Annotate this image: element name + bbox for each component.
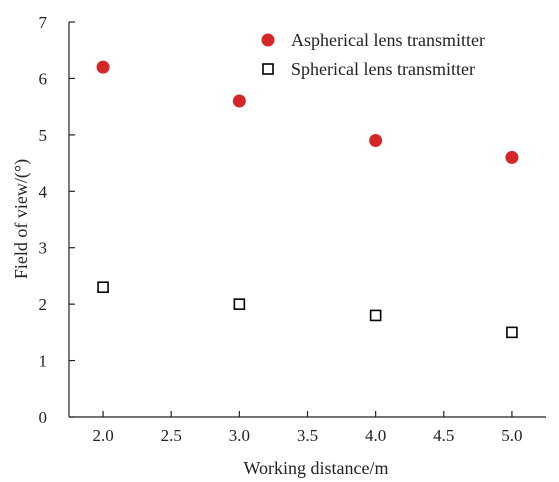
y-tick-label: 6: [39, 69, 48, 88]
y-tick-label: 3: [39, 239, 48, 258]
x-tick-label: 3.0: [229, 426, 250, 445]
y-tick-label: 0: [39, 408, 48, 427]
legend-marker-spherical: [262, 63, 274, 75]
legend-label: Spherical lens transmitter: [291, 59, 475, 79]
x-axis-title: Working distance/m: [243, 458, 388, 478]
legend-label: Aspherical lens transmitter: [291, 30, 485, 50]
axes: [68, 22, 546, 418]
data-point-aspherical: [505, 150, 519, 164]
data-point-spherical: [369, 309, 382, 322]
x-tick-label: 3.5: [297, 426, 318, 445]
x-tick-label: 4.0: [365, 426, 386, 445]
data-point-spherical: [506, 326, 518, 339]
data-points: [96, 60, 519, 339]
x-tick-label: 2.0: [92, 426, 113, 445]
data-point-aspherical: [232, 94, 246, 108]
tick-marks: [69, 21, 513, 418]
y-tick-label: 5: [39, 126, 48, 145]
data-point-spherical: [97, 281, 109, 294]
y-tick-label: 1: [39, 352, 48, 371]
data-point-aspherical: [96, 60, 110, 74]
legend-marker-aspherical: [261, 33, 275, 47]
legend: Aspherical lens transmitter Spherical len…: [261, 30, 485, 79]
y-axis-title: Field of view/(°): [11, 159, 32, 279]
data-point-spherical: [233, 298, 246, 310]
x-tick-label: 5.0: [501, 426, 522, 445]
tick-labels: 0 1 2 3 4 5 6 7 2.0 2.5 3.0 3.5 4.0 4.5 5.0: [39, 13, 523, 445]
y-tick-label: 4: [39, 182, 48, 201]
x-tick-label: 4.5: [433, 426, 454, 445]
y-tick-label: 2: [39, 295, 48, 314]
data-point-aspherical: [369, 134, 383, 147]
x-tick-label: 2.5: [161, 426, 182, 445]
y-tick-label: 7: [39, 13, 48, 32]
